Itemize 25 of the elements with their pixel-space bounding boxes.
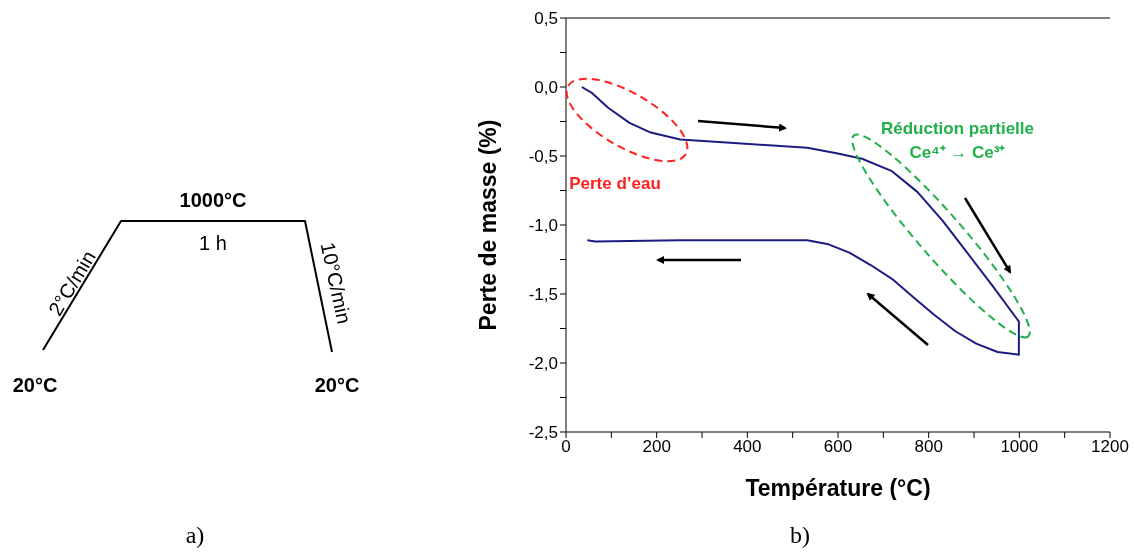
annotation: Perte d’eau xyxy=(568,173,662,195)
text: a) xyxy=(184,522,206,549)
x-axis-title: Température (°C) xyxy=(745,475,931,501)
text: b) xyxy=(789,522,811,549)
y-tick-label: -1,0 xyxy=(528,216,558,236)
x-tick-label: 400 xyxy=(733,437,762,457)
y-tick-label: 0,0 xyxy=(534,78,558,98)
y-tick-label: -2,5 xyxy=(528,423,558,443)
text: 20°C xyxy=(12,374,58,396)
x-tick-label: 200 xyxy=(642,437,671,457)
x-tick-label: 800 xyxy=(914,437,943,457)
text: 1 h xyxy=(199,232,227,254)
y-axis-title: Perte de masse (%) xyxy=(475,119,502,331)
x-tick-label: 1000 xyxy=(1000,437,1039,457)
text: 10°C/min xyxy=(316,240,356,326)
text: 20°C xyxy=(314,374,360,396)
y-tick-label: 0,5 xyxy=(534,9,558,29)
text: 1000°C xyxy=(179,189,247,211)
y-tick-label: -1,5 xyxy=(528,285,558,305)
x-tick-label: 1200 xyxy=(1091,437,1129,457)
x-tick-label: 0 xyxy=(561,437,571,457)
annotation: Réduction partielle Ce⁴⁺ → Ce³⁺ xyxy=(880,118,1035,164)
y-tick-label: -0,5 xyxy=(528,147,558,167)
y-tick-label: -2,0 xyxy=(528,354,558,374)
x-tick-label: 600 xyxy=(823,437,853,457)
